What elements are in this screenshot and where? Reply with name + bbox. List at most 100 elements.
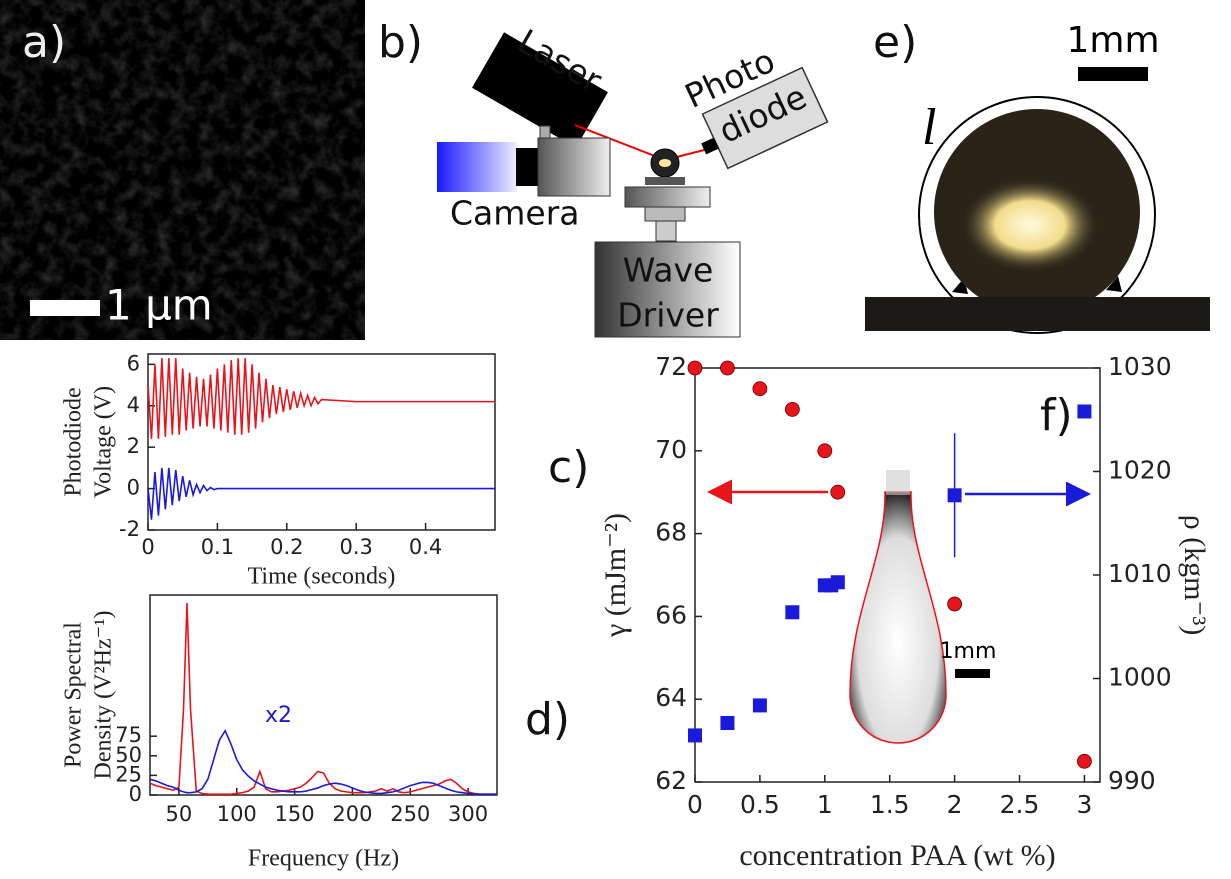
figure: a) 1 μm b) Laser Photo diode Camera Wave… <box>0 0 1231 879</box>
x-tick-label: 0 <box>141 535 154 559</box>
data-line <box>148 358 495 439</box>
y-tick-label: 75 <box>115 723 142 747</box>
wave-driver-label: Driver <box>617 296 719 335</box>
camera-head <box>538 138 610 196</box>
stage-top <box>645 177 685 185</box>
panel-b: b) Laser Photo diode Camera Wave Driver <box>378 17 828 337</box>
chart: 00.10.20.30.4-20246Time (seconds)Photodi… <box>61 351 590 589</box>
substrate <box>865 297 1210 331</box>
data-point <box>753 382 767 396</box>
y-tick-label: 64 <box>655 683 687 712</box>
y2-tick-label: 1010 <box>1108 559 1172 588</box>
data-point <box>785 402 799 416</box>
y-tick-label: 68 <box>655 518 687 547</box>
y-axis-label: Power Spectral <box>61 622 87 768</box>
y-tick-label: 62 <box>655 766 687 795</box>
plot-frame <box>148 354 495 530</box>
data-line <box>150 603 497 794</box>
x-tick-label: 0.4 <box>409 535 442 559</box>
x-tick-label: 200 <box>332 802 372 826</box>
x-tick-label: 1 <box>817 790 833 819</box>
camera-label: Camera <box>450 194 580 233</box>
x-axis-label: Time (seconds) <box>248 564 396 590</box>
data-point <box>688 728 702 742</box>
annotation: x2 <box>265 703 292 728</box>
y2-tick-label: 1000 <box>1108 663 1172 692</box>
panel-label: d) <box>525 694 570 745</box>
x-tick-label: 100 <box>217 802 257 826</box>
stage <box>625 187 710 207</box>
x-axis-label: Frequency (Hz) <box>248 846 399 872</box>
data-point <box>753 698 767 712</box>
drop-glow <box>960 177 1100 273</box>
data-point <box>818 444 832 458</box>
data-point <box>720 361 734 375</box>
x-tick-label: 2 <box>947 790 963 819</box>
inset-drop <box>850 492 946 743</box>
data-point <box>831 575 845 589</box>
x-tick-label: 300 <box>448 802 488 826</box>
data-point <box>785 605 799 619</box>
y-tick-label: 72 <box>655 352 687 381</box>
x-tick-label: 0.2 <box>270 535 303 559</box>
data-point <box>831 485 845 499</box>
x-tick-label: 2.5 <box>1000 790 1040 819</box>
y-axis-label: γ (mJm⁻²) <box>599 513 632 638</box>
y-tick-label: 0 <box>127 476 140 500</box>
x-tick-label: 0.3 <box>339 535 372 559</box>
y-axis-label: Density (V²Hz⁻¹) <box>91 610 117 779</box>
arc-label: l <box>922 99 936 156</box>
panel-label: e) <box>873 17 917 68</box>
scale-label: 1mm <box>1066 20 1159 61</box>
data-point <box>1077 754 1091 768</box>
y2-tick-label: 1030 <box>1108 352 1172 381</box>
x-tick-label: 250 <box>390 802 430 826</box>
stage-shaft <box>645 207 685 221</box>
panel-label: f) <box>1040 390 1073 441</box>
x-tick-label: 0.1 <box>201 535 234 559</box>
y-axis-label: Photodiode <box>61 387 87 496</box>
x-tick-label: 3 <box>1076 790 1092 819</box>
y-tick-label: 66 <box>655 600 687 629</box>
data-point <box>688 361 702 375</box>
inset-scale-label: 1mm <box>940 639 997 664</box>
x-tick-label: 150 <box>275 802 315 826</box>
scale-bar <box>30 300 100 316</box>
panel-label: a) <box>22 17 66 68</box>
y-tick-label: 6 <box>127 351 140 375</box>
panel-label: c) <box>548 442 589 493</box>
camera-body <box>437 142 517 192</box>
data-point <box>720 716 734 730</box>
camera-knob <box>540 126 550 138</box>
inset-scale-bar <box>955 669 990 678</box>
x-tick-label: 0.5 <box>740 790 780 819</box>
x-tick-label: 50 <box>166 802 193 826</box>
inset-needle <box>886 470 910 495</box>
droplet-glow <box>659 159 671 167</box>
y-tick-label: 70 <box>655 435 687 464</box>
data-point <box>1077 404 1091 418</box>
panel-label: b) <box>378 17 423 68</box>
stage-shaft <box>656 221 676 241</box>
data-line <box>148 468 495 520</box>
data-point <box>948 597 962 611</box>
scale-label: 1 μm <box>105 281 213 330</box>
scale-bar <box>1078 67 1148 81</box>
x-tick-label: 1.5 <box>870 790 910 819</box>
panel-e: e) 1mm l <box>865 17 1210 333</box>
data-point <box>948 488 962 502</box>
y-tick-label: -2 <box>119 517 140 541</box>
panel-a: a) 1 μm <box>0 0 365 340</box>
y2-tick-label: 1020 <box>1108 456 1172 485</box>
panel-f-decor: 1mm <box>712 470 1086 743</box>
data-line <box>150 731 497 795</box>
y2-axis-label: ρ (kgm⁻³) <box>1178 515 1211 636</box>
y-tick-label: 2 <box>127 434 140 458</box>
x-axis-label: concentration PAA (wt %) <box>739 839 1055 872</box>
y-tick-label: 4 <box>127 393 140 417</box>
y-axis-label: Voltage (V) <box>91 386 117 498</box>
plot-frame <box>150 595 497 795</box>
wave-driver-label: Wave <box>623 251 714 290</box>
x-tick-label: 0 <box>687 790 703 819</box>
